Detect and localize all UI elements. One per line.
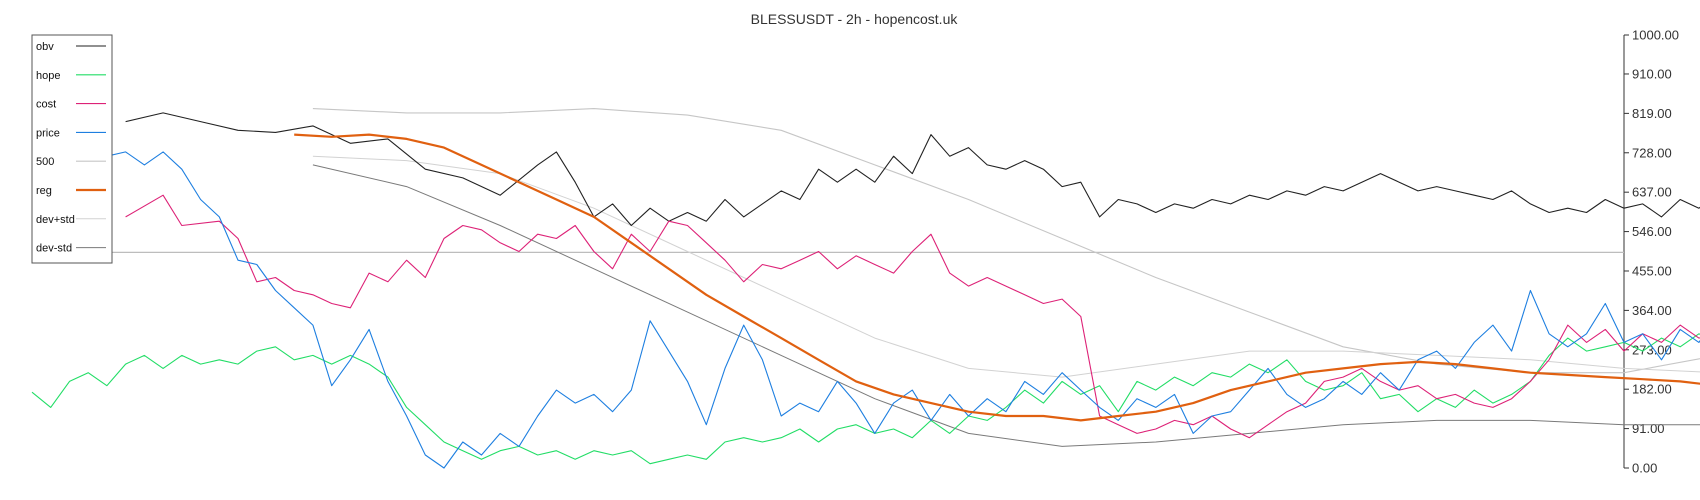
series-line-hope xyxy=(31,333,1700,465)
y-tick-label: 273.00 xyxy=(1632,342,1672,357)
legend-label-cost: cost xyxy=(36,99,56,111)
y-tick-label: 1000.00 xyxy=(1632,28,1679,43)
legend-label-500: 500 xyxy=(36,156,54,168)
y-tick-label: 546.00 xyxy=(1632,224,1672,239)
legend-label-dev-std: dev-std xyxy=(36,243,72,255)
y-tick-label: 728.00 xyxy=(1632,145,1672,160)
series-line-obv xyxy=(125,112,1700,227)
legend-label-obv: obv xyxy=(36,41,54,53)
y-tick-label: 910.00 xyxy=(1632,66,1672,81)
y-tick-label: 0.00 xyxy=(1632,461,1657,476)
legend: obv hope cost price 500 reg dev+std dev-std xyxy=(31,34,113,264)
y-axis-ticks: 0.00 91.00 182.00 273.00 364.00 455.00 546.00 6… xyxy=(1624,28,1679,476)
legend-box xyxy=(31,34,113,264)
y-tick-label: 637.00 xyxy=(1632,185,1672,200)
y-tick-label: 91.00 xyxy=(1632,421,1665,436)
y-tick-label: 455.00 xyxy=(1632,263,1672,278)
series-line-price xyxy=(31,108,1700,469)
legend-label-hope: hope xyxy=(36,70,60,82)
legend-label-price: price xyxy=(36,127,60,139)
series-line-reg xyxy=(294,133,1700,422)
legend-label-dev-std: dev+std xyxy=(36,214,75,226)
series-lines xyxy=(31,108,1700,469)
y-tick-label: 182.00 xyxy=(1632,382,1672,397)
series-line-cost xyxy=(125,194,1700,439)
series-line-500 xyxy=(312,108,1700,374)
y-tick-label: 364.00 xyxy=(1632,303,1672,318)
chart-title: BLESSUSDT - 2h - hopencost.uk xyxy=(751,11,959,27)
series-line-dev-std xyxy=(312,155,1700,378)
legend-label-reg: reg xyxy=(36,185,52,197)
y-tick-label: 819.00 xyxy=(1632,106,1672,121)
series-line-dev-std xyxy=(312,164,1700,447)
